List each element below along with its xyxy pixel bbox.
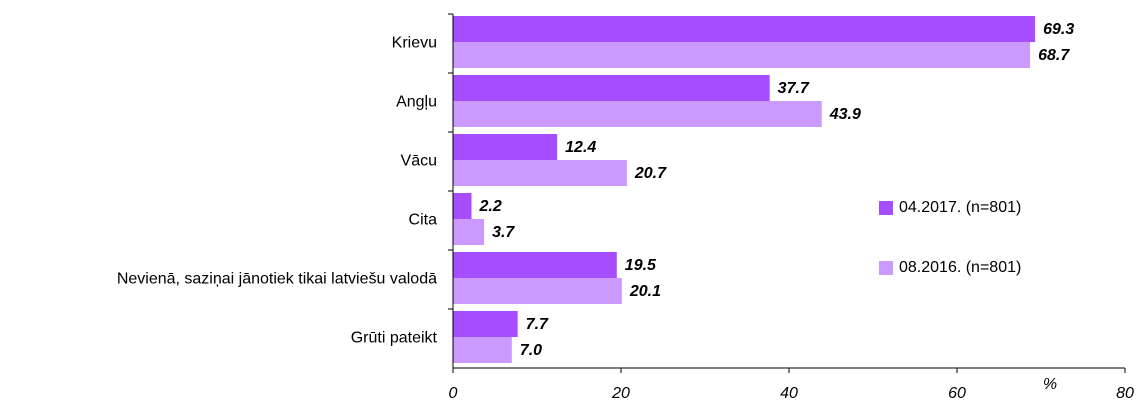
y-tick-label: Krievu [392, 35, 437, 52]
bar [453, 75, 770, 101]
value-label: 3.7 [492, 224, 515, 241]
y-tick-label: Angļu [396, 94, 437, 111]
legend-label: 04.2017. (n=801) [899, 199, 1021, 216]
value-label: 37.7 [778, 80, 810, 97]
bar [453, 193, 472, 219]
x-tick-label: 0 [449, 385, 458, 402]
legend-label: 08.2016. (n=801) [899, 259, 1021, 276]
bar [453, 219, 485, 245]
x-axis-label: % [1043, 376, 1057, 393]
value-label: 2.2 [478, 198, 501, 215]
value-label: 20.1 [629, 283, 661, 300]
bar [453, 311, 518, 337]
value-label: 12.4 [565, 139, 596, 156]
x-tick-label: 40 [780, 385, 798, 402]
value-label: 7.7 [526, 316, 549, 333]
y-tick-label: Grūti pateikt [351, 330, 438, 347]
x-tick-label: 60 [948, 385, 966, 402]
value-label: 20.7 [634, 165, 667, 182]
bar [453, 101, 822, 127]
bar [453, 160, 627, 186]
value-label: 68.7 [1038, 47, 1070, 64]
y-tick-label: Nevienā, saziņai jānotiek tikai latviešu… [117, 271, 437, 288]
x-tick-label: 80 [1116, 385, 1134, 402]
legend-swatch [879, 261, 893, 275]
value-label: 7.0 [520, 342, 542, 359]
value-label: 43.9 [829, 106, 861, 123]
bar [453, 42, 1031, 68]
bar [453, 134, 558, 160]
bar [453, 252, 617, 278]
x-tick-label: 20 [611, 385, 630, 402]
y-tick-label: Cita [409, 212, 438, 229]
bar [453, 337, 512, 363]
bar [453, 16, 1036, 42]
y-tick-label: Vācu [401, 153, 437, 170]
value-label: 19.5 [625, 257, 657, 274]
bar [453, 278, 622, 304]
value-label: 69.3 [1043, 21, 1074, 38]
legend-swatch [879, 201, 893, 215]
